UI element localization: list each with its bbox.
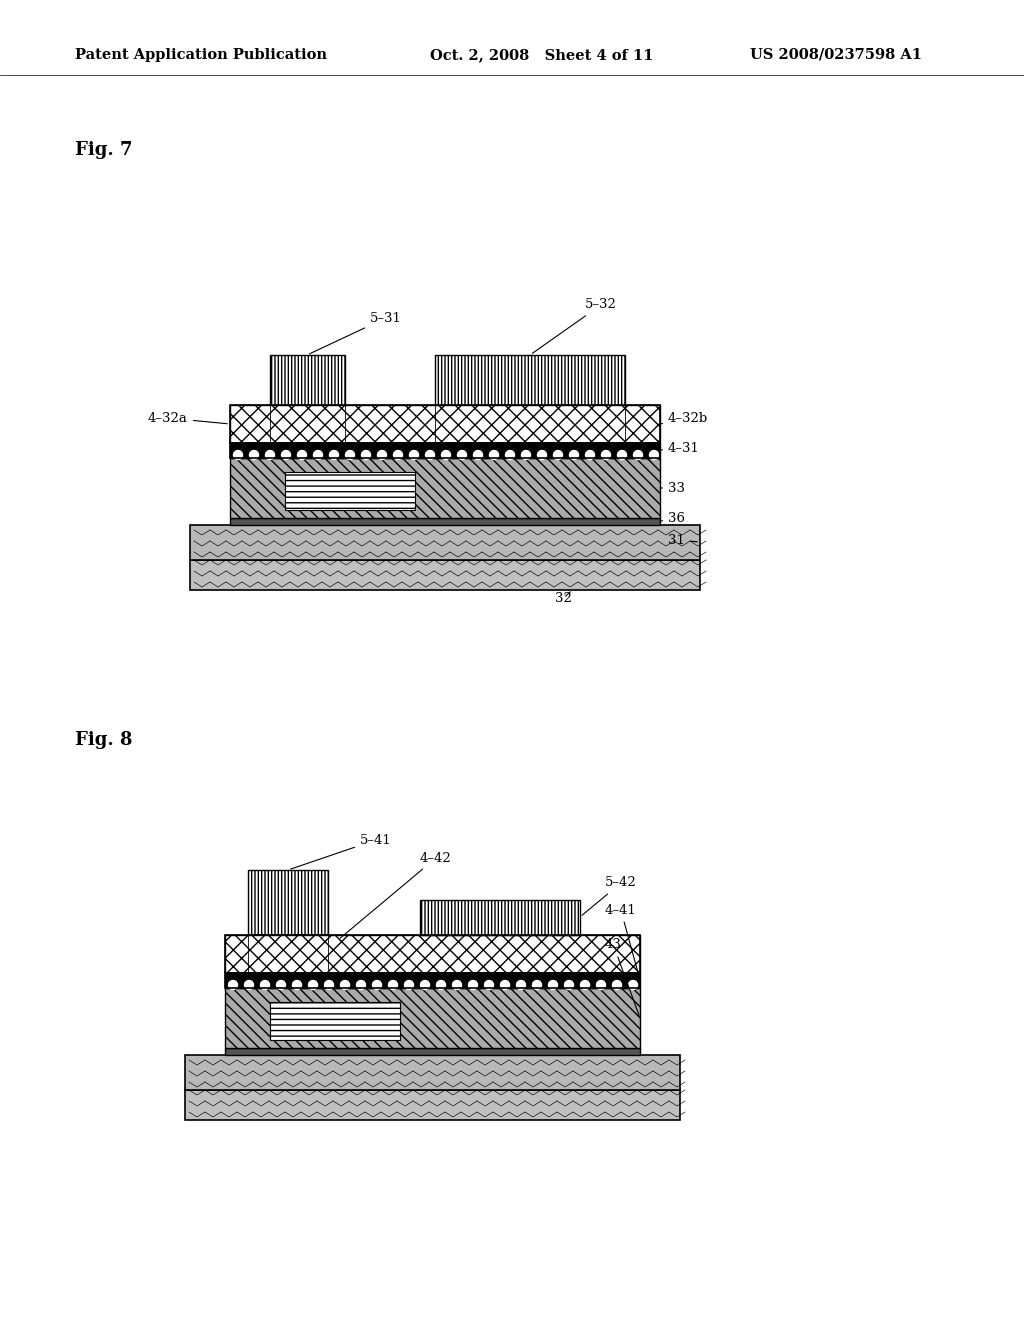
Circle shape	[308, 981, 317, 990]
Circle shape	[313, 450, 323, 459]
Circle shape	[404, 981, 414, 990]
Circle shape	[597, 981, 605, 990]
Circle shape	[341, 981, 349, 990]
Text: Fig. 8: Fig. 8	[75, 731, 132, 748]
Bar	[435, 355, 625, 405]
Circle shape	[228, 981, 238, 990]
Bar	[225, 987, 640, 1048]
Circle shape	[373, 981, 382, 990]
Circle shape	[378, 450, 386, 459]
Bar	[225, 935, 640, 973]
Circle shape	[453, 981, 462, 990]
Circle shape	[538, 450, 547, 459]
Bar	[230, 444, 660, 458]
Text: 5–42: 5–42	[582, 876, 637, 915]
Circle shape	[436, 981, 445, 990]
Circle shape	[361, 450, 371, 459]
Circle shape	[282, 450, 291, 459]
Circle shape	[325, 981, 334, 990]
Circle shape	[345, 450, 354, 459]
Text: US 2008/0237598 A1: US 2008/0237598 A1	[750, 48, 922, 62]
Text: 4–32a: 4–32a	[148, 412, 227, 425]
Bar	[230, 517, 660, 525]
Bar	[248, 870, 328, 935]
Circle shape	[265, 450, 274, 459]
Circle shape	[388, 981, 397, 990]
Text: 4–32b: 4–32b	[660, 412, 709, 425]
Circle shape	[330, 450, 339, 459]
Circle shape	[516, 981, 525, 990]
Text: 4–42: 4–42	[340, 851, 452, 939]
Circle shape	[586, 450, 595, 459]
Circle shape	[532, 981, 542, 990]
Text: 31: 31	[668, 533, 697, 546]
Bar	[225, 935, 640, 973]
Circle shape	[484, 981, 494, 990]
Bar	[230, 405, 660, 444]
Text: 4–41: 4–41	[605, 903, 639, 977]
Circle shape	[421, 981, 429, 990]
Bar	[230, 458, 660, 517]
Circle shape	[569, 450, 579, 459]
Text: 5–31: 5–31	[309, 312, 401, 354]
Circle shape	[469, 981, 477, 990]
Text: 32: 32	[555, 591, 571, 605]
Circle shape	[293, 981, 301, 990]
Bar	[185, 1090, 680, 1119]
Text: 5–41: 5–41	[291, 833, 392, 869]
Bar	[230, 405, 660, 444]
Circle shape	[298, 450, 306, 459]
Circle shape	[506, 450, 514, 459]
Circle shape	[649, 450, 658, 459]
Circle shape	[554, 450, 562, 459]
Bar	[225, 973, 640, 987]
Circle shape	[549, 981, 557, 990]
Circle shape	[629, 981, 638, 990]
Circle shape	[634, 450, 642, 459]
Circle shape	[601, 450, 610, 459]
Bar	[190, 525, 700, 560]
Text: 4–31: 4–31	[660, 441, 699, 454]
Circle shape	[489, 450, 499, 459]
Text: 36: 36	[660, 512, 685, 525]
Circle shape	[617, 450, 627, 459]
Circle shape	[245, 981, 254, 990]
Bar	[435, 405, 625, 444]
Bar	[270, 355, 345, 405]
Text: Oct. 2, 2008   Sheet 4 of 11: Oct. 2, 2008 Sheet 4 of 11	[430, 48, 653, 62]
Circle shape	[250, 450, 258, 459]
Circle shape	[410, 450, 419, 459]
Bar	[230, 444, 660, 458]
Bar	[285, 473, 415, 510]
Bar	[225, 1048, 640, 1055]
Text: 33: 33	[660, 482, 685, 495]
Circle shape	[564, 981, 573, 990]
Bar	[225, 973, 640, 987]
Bar	[248, 935, 328, 973]
Circle shape	[276, 981, 286, 990]
Circle shape	[521, 450, 530, 459]
Circle shape	[581, 981, 590, 990]
Bar	[270, 1002, 400, 1040]
Bar	[190, 560, 700, 590]
Circle shape	[501, 981, 510, 990]
Circle shape	[233, 450, 243, 459]
Circle shape	[441, 450, 451, 459]
Circle shape	[473, 450, 482, 459]
Circle shape	[393, 450, 402, 459]
Bar	[270, 405, 345, 444]
Text: Fig. 7: Fig. 7	[75, 141, 132, 158]
Circle shape	[260, 981, 269, 990]
Bar	[185, 1055, 680, 1090]
Circle shape	[612, 981, 622, 990]
Circle shape	[356, 981, 366, 990]
Text: 43: 43	[605, 939, 639, 1015]
Text: Patent Application Publication: Patent Application Publication	[75, 48, 327, 62]
Bar	[420, 900, 580, 935]
Circle shape	[426, 450, 434, 459]
Circle shape	[458, 450, 467, 459]
Text: 5–32: 5–32	[532, 298, 616, 354]
